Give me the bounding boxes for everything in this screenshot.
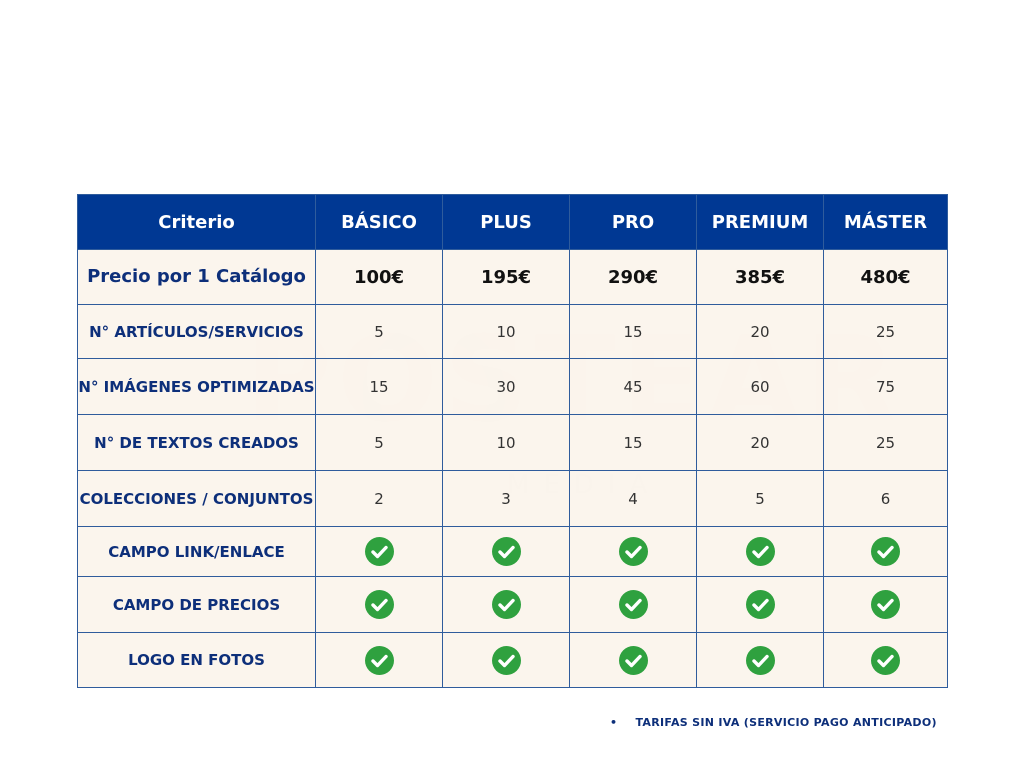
check-cell: [442, 526, 570, 577]
footnote-bullet: •: [610, 716, 618, 729]
value-cell: 45: [569, 358, 697, 415]
value-cell: 20: [696, 414, 824, 471]
check-cell: [696, 576, 824, 633]
value-cell: 6: [823, 470, 948, 527]
check-icon: [871, 645, 900, 675]
value-cell: 5: [696, 470, 824, 527]
criterion-label: CAMPO DE PRECIOS: [77, 576, 316, 633]
price-cell: 290€: [569, 249, 697, 305]
table-row: CAMPO DE PRECIOS: [77, 576, 948, 633]
criterion-label: N° ARTÍCULOS/SERVICIOS: [77, 304, 316, 359]
footnote: • TARIFAS SIN IVA (SERVICIO PAGO ANTICIP…: [610, 716, 937, 729]
header-criterio: Criterio: [77, 194, 316, 250]
check-icon: [364, 590, 394, 619]
value-cell: 2: [315, 470, 443, 527]
criterion-label: Precio por 1 Catálogo: [77, 249, 316, 305]
value-cell: 60: [696, 358, 824, 415]
check-icon: [871, 590, 900, 619]
check-cell: [315, 632, 443, 688]
check-icon: [871, 537, 900, 566]
value-cell: 25: [823, 304, 948, 359]
criterion-label: CAMPO LINK/ENLACE: [77, 526, 316, 577]
check-cell: [823, 576, 948, 633]
check-icon: [491, 645, 521, 675]
table-header-row: Criterio BÁSICO PLUS PRO PREMIUM MÁSTER: [77, 194, 948, 250]
check-icon: [745, 590, 775, 619]
check-icon: [364, 537, 394, 566]
check-cell: [823, 526, 948, 577]
price-cell: 480€: [823, 249, 948, 305]
table-row: N° ARTÍCULOS/SERVICIOS 5 10 15 20 25: [77, 304, 948, 359]
check-cell: [315, 526, 443, 577]
check-icon: [618, 645, 648, 675]
check-icon: [745, 537, 775, 566]
header-premium: PREMIUM: [696, 194, 824, 250]
value-cell: 30: [442, 358, 570, 415]
table-row: Precio por 1 Catálogo 100€ 195€ 290€ 385€ 480…: [77, 249, 948, 305]
value-cell: 15: [315, 358, 443, 415]
header-basico: BÁSICO: [315, 194, 443, 250]
check-icon: [618, 590, 648, 619]
table-row: COLECCIONES / CONJUNTOS 2 3 4 5 6: [77, 470, 948, 527]
footnote-text: TARIFAS SIN IVA (SERVICIO PAGO ANTICIPAD…: [635, 716, 937, 729]
header-pro: PRO: [569, 194, 697, 250]
value-cell: 4: [569, 470, 697, 527]
price-cell: 195€: [442, 249, 570, 305]
criterion-label: COLECCIONES / CONJUNTOS: [77, 470, 316, 527]
header-plus: PLUS: [442, 194, 570, 250]
check-cell: [442, 576, 570, 633]
value-cell: 5: [315, 304, 443, 359]
check-cell: [696, 526, 824, 577]
criterion-label: LOGO EN FOTOS: [77, 632, 316, 688]
check-icon: [364, 645, 394, 675]
table-row: LOGO EN FOTOS: [77, 632, 948, 688]
check-cell: [315, 576, 443, 633]
pricing-table: Criterio BÁSICO PLUS PRO PREMIUM MÁSTER …: [77, 194, 948, 688]
value-cell: 75: [823, 358, 948, 415]
value-cell: 20: [696, 304, 824, 359]
check-icon: [491, 590, 521, 619]
check-icon: [618, 537, 648, 566]
table-row: CAMPO LINK/ENLACE: [77, 526, 948, 577]
table-row: N° DE TEXTOS CREADOS 5 10 15 20 25: [77, 414, 948, 471]
value-cell: 15: [569, 414, 697, 471]
table-row: N° IMÁGENES OPTIMIZADAS 15 30 45 60 75: [77, 358, 948, 415]
check-cell: [823, 632, 948, 688]
value-cell: 3: [442, 470, 570, 527]
value-cell: 10: [442, 414, 570, 471]
value-cell: 15: [569, 304, 697, 359]
value-cell: 5: [315, 414, 443, 471]
price-cell: 385€: [696, 249, 824, 305]
check-icon: [491, 537, 521, 566]
value-cell: 10: [442, 304, 570, 359]
check-icon: [745, 645, 775, 675]
check-cell: [442, 632, 570, 688]
check-cell: [696, 632, 824, 688]
check-cell: [569, 632, 697, 688]
header-master: MÁSTER: [823, 194, 948, 250]
price-cell: 100€: [315, 249, 443, 305]
check-cell: [569, 526, 697, 577]
value-cell: 25: [823, 414, 948, 471]
criterion-label: N° DE TEXTOS CREADOS: [77, 414, 316, 471]
check-cell: [569, 576, 697, 633]
criterion-label: N° IMÁGENES OPTIMIZADAS: [77, 358, 316, 415]
